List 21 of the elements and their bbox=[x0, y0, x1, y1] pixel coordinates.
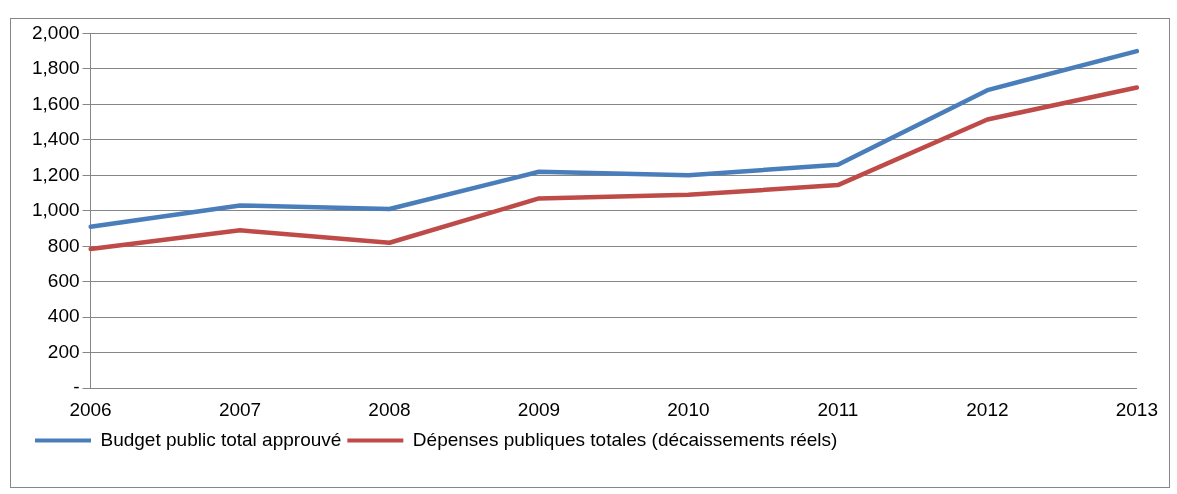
y-tick-label: 200 bbox=[47, 340, 80, 362]
x-tick-label: 2007 bbox=[218, 398, 262, 420]
y-tick-label: 1,600 bbox=[32, 92, 80, 114]
legend-label: Budget public total approuvé bbox=[100, 428, 342, 450]
x-tick-label: 2006 bbox=[69, 398, 112, 420]
y-tick-label: 1,400 bbox=[32, 128, 80, 150]
y-tick-label: 600 bbox=[47, 269, 80, 291]
y-tick-label: 1,000 bbox=[32, 199, 80, 221]
legend-label: Dépenses publiques totales (décaissements réels) bbox=[412, 428, 838, 450]
y-tick-label: 2,000 bbox=[32, 21, 80, 43]
x-tick-label: 2009 bbox=[517, 398, 561, 420]
x-tick-label: 2012 bbox=[966, 398, 1009, 420]
y-tick-label: - bbox=[73, 376, 80, 398]
x-tick-label: 2010 bbox=[667, 398, 710, 420]
x-tick-label: 2008 bbox=[368, 398, 411, 420]
y-tick-label: 1,800 bbox=[32, 57, 80, 79]
x-tick-label: 2011 bbox=[817, 398, 859, 420]
y-tick-label: 400 bbox=[47, 305, 80, 327]
y-tick-label: 1,200 bbox=[32, 163, 80, 185]
y-tick-label: 800 bbox=[47, 234, 80, 256]
x-tick-label: 2013 bbox=[1115, 398, 1159, 420]
